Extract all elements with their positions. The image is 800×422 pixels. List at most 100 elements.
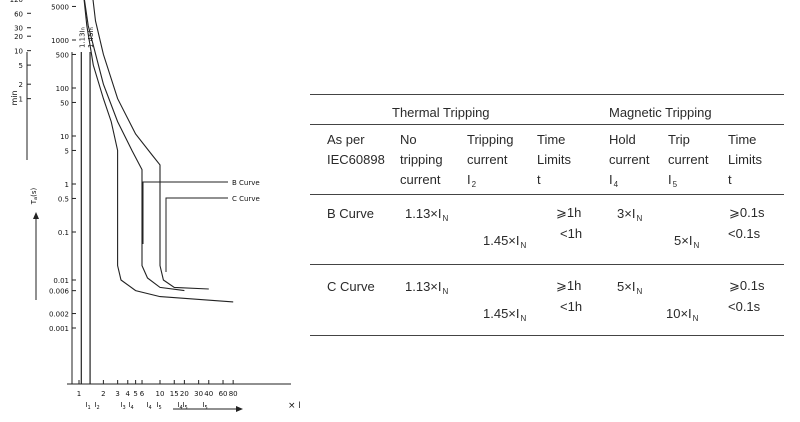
y-tick-label: 0.01 bbox=[53, 277, 69, 285]
current-marker-label: I4 bbox=[177, 401, 182, 411]
c-curve-annotation: C Curve bbox=[232, 195, 260, 203]
symbol-letter: I bbox=[467, 172, 471, 187]
minutes-tick-label: 1 bbox=[19, 96, 23, 104]
col-header-time-limits-magnetic: Time Limits t bbox=[728, 130, 762, 190]
current-marker-label: I5 bbox=[182, 401, 187, 411]
col-header-line: current bbox=[609, 152, 650, 167]
y-tick-label: 1 bbox=[65, 181, 69, 189]
row-c-magnetic-time-ge: ⩾0.1s bbox=[729, 278, 765, 293]
x-axis-label: × In bbox=[288, 401, 300, 413]
current-marker-subscript: 4 bbox=[148, 405, 151, 411]
col-header-line: Limits bbox=[728, 152, 762, 167]
col-header-line: Limits bbox=[537, 152, 571, 167]
row-c-hold-current: 5×IN bbox=[617, 277, 642, 302]
value-subscript: N bbox=[636, 214, 643, 223]
minutes-tick-label: 20 bbox=[14, 33, 23, 41]
value-text: 1.13×I bbox=[405, 206, 442, 221]
col-header-line: current bbox=[467, 152, 508, 167]
col-header-line: tripping bbox=[400, 152, 443, 167]
row-c-trip-current: 10×IN bbox=[666, 304, 698, 329]
x-tick-label: 10 bbox=[156, 390, 165, 398]
value-subscript: N bbox=[692, 314, 699, 323]
col-header-line: Tripping bbox=[467, 132, 514, 147]
x-tick-label: 4 bbox=[126, 390, 131, 398]
row-b-no-trip-current: 1.13×IN bbox=[405, 204, 448, 229]
minutes-tick-label: 60 bbox=[14, 10, 23, 18]
current-marker-subscript: 1 bbox=[87, 405, 90, 411]
col-header-hold-current: Hold current I4 bbox=[609, 130, 649, 195]
col-header-line: Trip bbox=[668, 132, 690, 147]
symbol-subscript: 4 bbox=[613, 180, 619, 189]
y-tick-label: 0.001 bbox=[49, 325, 69, 333]
x-tick-label: 30 bbox=[194, 390, 203, 398]
row-b-trip-current: 5×IN bbox=[674, 231, 699, 256]
y-tick-label: 0.002 bbox=[49, 311, 69, 319]
minutes-tick-label: 5 bbox=[19, 62, 23, 70]
group-header-rule bbox=[310, 124, 784, 125]
x-tick-label: 3 bbox=[115, 390, 119, 398]
col-header-line: As per bbox=[327, 132, 365, 147]
x-tick-label: 15 bbox=[170, 390, 179, 398]
x-tick-label: 40 bbox=[204, 390, 213, 398]
current-marker-subscript: 5 bbox=[204, 405, 207, 411]
value-text: 1.45×I bbox=[483, 233, 520, 248]
row-c-tripping-current: 1.45×IN bbox=[483, 304, 526, 329]
y-axis-title-text: T bbox=[30, 199, 38, 205]
value-subscript: N bbox=[636, 287, 643, 296]
x-tick-label: 60 bbox=[219, 390, 228, 398]
current-marker-subscript: 2 bbox=[96, 405, 99, 411]
tripping-curve-chart: Ta(s) min 10000500010005001005010510.50.… bbox=[10, 0, 300, 413]
series-line bbox=[83, 0, 185, 292]
chart-marks: 10000500010005001005010510.50.10.010.006… bbox=[10, 0, 300, 413]
row-b-hold-current: 3×IN bbox=[617, 204, 642, 229]
value-subscript: N bbox=[520, 314, 527, 323]
y-tick-label: 1000 bbox=[51, 37, 69, 45]
row-c-curve-name: C Curve bbox=[327, 279, 375, 294]
col-header-line: IEC60898 bbox=[327, 152, 385, 167]
minutes-tick-label: 30 bbox=[14, 25, 23, 33]
marker-line-subscript: n bbox=[89, 27, 95, 30]
col-header-standard: As per IEC60898 bbox=[327, 130, 385, 170]
value-text: 3×I bbox=[617, 206, 636, 221]
y-tick-label: 0.006 bbox=[49, 288, 70, 296]
current-marker-subscript: 4 bbox=[179, 405, 182, 411]
symbol-subscript: 5 bbox=[672, 180, 678, 189]
row-b-curve-name: B Curve bbox=[327, 206, 374, 221]
marker-line-subscript: n bbox=[80, 27, 86, 30]
col-header-line: t bbox=[537, 172, 541, 187]
b-curve-annotation: B Curve bbox=[232, 179, 260, 187]
row-b-time-lt: <1h bbox=[560, 226, 583, 241]
value-text: 5×I bbox=[617, 279, 636, 294]
x-tick-label: 5 bbox=[133, 390, 137, 398]
y-tick-label: 500 bbox=[56, 51, 69, 59]
col-header-line: No bbox=[400, 132, 417, 147]
col-header-tripping-current: Tripping current I2 bbox=[467, 130, 513, 195]
col-header-symbol: I5 bbox=[668, 170, 708, 195]
series-line bbox=[83, 0, 234, 303]
y-axis-arrow-head bbox=[33, 212, 39, 219]
row-rule bbox=[310, 264, 784, 265]
minutes-tick-label: 2 bbox=[19, 81, 23, 89]
row-c-time-lt: <1h bbox=[560, 299, 583, 314]
value-text: 1.13×I bbox=[405, 279, 442, 294]
y-axis-title-unit: (s) bbox=[30, 187, 38, 196]
minutes-label: min bbox=[10, 90, 19, 105]
x-axis-arrow-head bbox=[236, 406, 243, 412]
col-header-line: t bbox=[728, 172, 732, 187]
current-marker-label: I4 bbox=[128, 401, 133, 411]
y-axis-title-sub: a bbox=[33, 197, 39, 200]
row-b-magnetic-time-lt: <0.1s bbox=[728, 226, 761, 241]
y-tick-label: 50 bbox=[60, 99, 69, 107]
minutes-tick-label: 120 bbox=[10, 0, 23, 4]
col-header-line: current bbox=[400, 172, 441, 187]
current-marker-label: I4 bbox=[146, 401, 151, 411]
col-header-line: current bbox=[668, 152, 709, 167]
marker-line-label: 1.13In bbox=[78, 27, 86, 48]
y-tick-label: 5000 bbox=[51, 3, 69, 11]
symbol-letter: I bbox=[668, 172, 672, 187]
x-tick-label: 1 bbox=[77, 390, 81, 398]
row-b-time-ge: ⩾1h bbox=[556, 205, 582, 220]
col-header-line: Time bbox=[728, 132, 757, 147]
row-b-magnetic-time-ge: ⩾0.1s bbox=[729, 205, 765, 220]
c-curve-leader bbox=[165, 197, 228, 272]
